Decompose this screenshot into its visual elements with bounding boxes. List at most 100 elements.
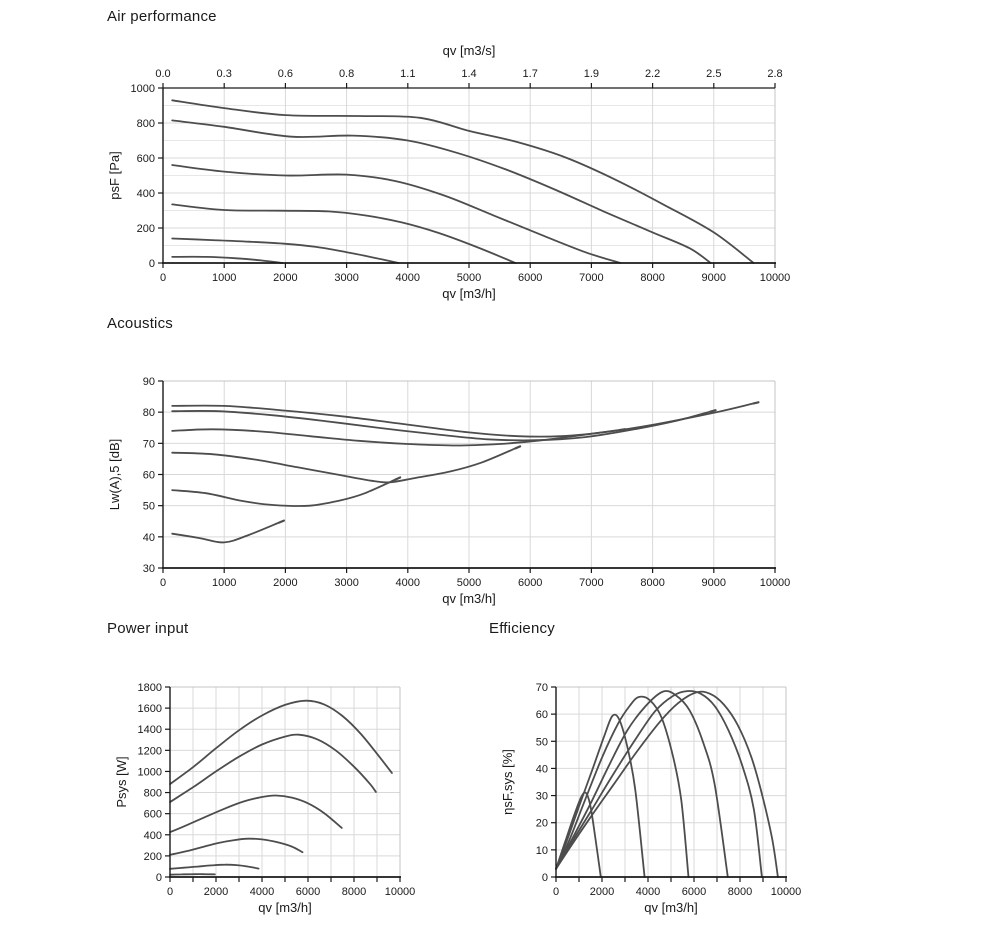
y-tick-label: 60 <box>536 709 548 721</box>
efficiency-chart: 0 2000 4000 6000 8000 10000 0 10 20 30 40 50 60 70 qv … <box>500 682 801 915</box>
tick-labels: 0 1000 2000 3000 4000 5000 6000 7000 8000 9000 100… <box>107 376 790 606</box>
x2-tick-label: 2.8 <box>767 68 782 80</box>
tick-labels: 0 2000 4000 6000 8000 10000 0 10 20 30 40 50 60 70 qv … <box>500 682 801 915</box>
y-tick-label: 800 <box>144 788 162 800</box>
x-tick-label: 3000 <box>334 577 358 589</box>
y-tick-label: 400 <box>137 188 155 200</box>
series-curve-5 <box>555 713 646 878</box>
series-curve-6 <box>169 873 216 876</box>
plot-frame <box>163 380 776 568</box>
x-tick-label: 4000 <box>396 577 420 589</box>
x-tick-label: 0 <box>160 577 166 589</box>
y-tick-label: 600 <box>137 153 155 165</box>
x-axis-title: qv [m3/h] <box>258 900 311 915</box>
series-end-marker <box>514 445 522 450</box>
x-tick-label: 4000 <box>250 886 274 898</box>
y-tick-label: 1400 <box>138 724 162 736</box>
series <box>555 690 779 878</box>
series <box>171 401 760 544</box>
plot-frame <box>556 686 787 877</box>
x-tick-label: 7000 <box>579 272 603 284</box>
efficiency-title: Efficiency <box>489 620 555 637</box>
y-tick-label: 1000 <box>131 83 155 95</box>
y-tick-label: 200 <box>137 223 155 235</box>
x-tick-label: 2000 <box>273 272 297 284</box>
y-tick-label: 30 <box>143 563 155 575</box>
series-curve-2 <box>171 119 712 264</box>
x-tick-label: 9000 <box>702 272 726 284</box>
x-tick-label: 8000 <box>728 886 752 898</box>
gridlines <box>556 686 787 877</box>
series-curve-2 <box>555 690 763 878</box>
series-curve-6 <box>171 521 281 544</box>
series-curve-5 <box>171 478 397 507</box>
x-tick-label: 2000 <box>590 886 614 898</box>
x-tick-label: 4000 <box>396 272 420 284</box>
x-tick-label: 6000 <box>296 886 320 898</box>
x2-tick-label: 2.5 <box>706 68 721 80</box>
series-end-marker <box>278 519 286 524</box>
x-tick-label: 0 <box>160 272 166 284</box>
y-tick-label: 60 <box>143 470 155 482</box>
x-tick-label: 3000 <box>334 272 358 284</box>
x-tick-label: 2000 <box>273 577 297 589</box>
y-tick-label: 400 <box>144 830 162 842</box>
y-tick-label: 600 <box>144 809 162 821</box>
y-axis-title: Psys [W] <box>114 756 129 807</box>
y-tick-label: 200 <box>144 851 162 863</box>
series-curve-3 <box>171 164 622 264</box>
axis-ticks <box>165 686 401 882</box>
y-tick-label: 0 <box>542 872 548 884</box>
series-curve-2 <box>171 410 712 442</box>
acoustics-chart: 0 1000 2000 3000 4000 5000 6000 7000 8000 9000 100… <box>107 376 790 606</box>
x-tick-label: 8000 <box>640 272 664 284</box>
gridlines <box>170 686 401 877</box>
x-axis-title: qv [m3/h] <box>442 591 495 606</box>
series-curve-6 <box>171 255 284 264</box>
x-tick-label: 2000 <box>204 886 228 898</box>
x-tick-label: 8000 <box>640 577 664 589</box>
x-tick-label: 6000 <box>518 577 542 589</box>
y-tick-label: 1200 <box>138 745 162 757</box>
y-tick-label: 40 <box>143 532 155 544</box>
series-end-marker <box>709 409 717 413</box>
x2-tick-label: 1.4 <box>461 68 476 80</box>
y-tick-label: 20 <box>536 818 548 830</box>
x-axis-title: qv [m3/h] <box>644 900 697 915</box>
y-tick-label: 800 <box>137 118 155 130</box>
power-input-chart: 0 2000 4000 6000 8000 10000 0 200 400 600 800 1000 1… <box>114 682 415 915</box>
air-performance-title: Air performance <box>107 8 217 25</box>
gridlines <box>163 380 776 568</box>
y-tick-label: 1800 <box>138 682 162 694</box>
series-end-marker <box>394 476 402 481</box>
x-tick-label: 10000 <box>760 272 791 284</box>
series-curve-5 <box>171 237 400 264</box>
x2-tick-label: 1.1 <box>400 68 415 80</box>
y-tick-label: 10 <box>536 845 548 857</box>
x-tick-label: 10000 <box>771 886 802 898</box>
series-curve-3 <box>171 428 622 447</box>
series-end-marker <box>619 428 627 432</box>
y-tick-label: 30 <box>536 791 548 803</box>
axis-ticks <box>551 686 787 882</box>
x2-tick-label: 0.6 <box>278 68 293 80</box>
x2-tick-label: 1.7 <box>523 68 538 80</box>
series-curve-4 <box>169 837 304 856</box>
plot-frame <box>170 686 401 877</box>
series-curve-4 <box>171 203 517 264</box>
x-tick-label: 9000 <box>702 577 726 589</box>
x2-axis-title: qv [m3/s] <box>443 43 496 58</box>
series-curve-1 <box>171 99 755 264</box>
x-tick-label: 6000 <box>682 886 706 898</box>
y-tick-label: 40 <box>536 763 548 775</box>
y-tick-label: 50 <box>143 501 155 513</box>
x-tick-label: 1000 <box>212 577 236 589</box>
y-axis-title: ηsF,sys [%] <box>500 749 515 815</box>
y-tick-label: 0 <box>149 258 155 270</box>
series-curve-1 <box>555 690 779 878</box>
series <box>169 699 393 876</box>
x2-tick-label: 2.2 <box>645 68 660 80</box>
series-curve-4 <box>555 695 690 878</box>
x2-tick-label: 1.9 <box>584 68 599 80</box>
x-tick-label: 8000 <box>342 886 366 898</box>
